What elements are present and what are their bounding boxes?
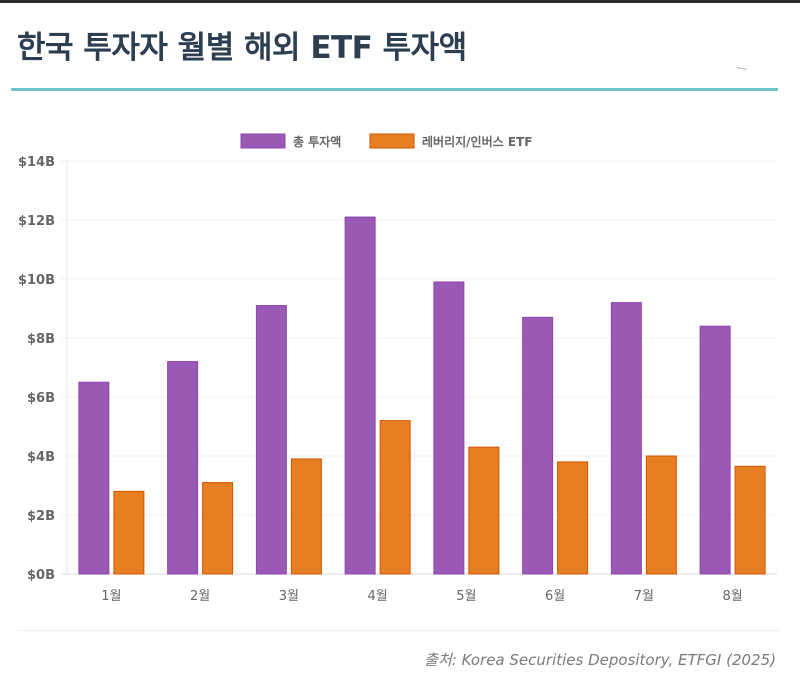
- bar-total-5[interactable]: [433, 281, 465, 575]
- bar-leveraged-inverse-1[interactable]: [113, 490, 145, 575]
- window-top-border: [0, 0, 800, 3]
- bar-total-4[interactable]: [344, 216, 376, 575]
- bar-total-3[interactable]: [255, 305, 287, 575]
- bar-leveraged-inverse-7[interactable]: [645, 455, 677, 575]
- legend-label: 총 투자액: [293, 134, 341, 149]
- title-divider: [11, 88, 778, 91]
- bar-total-7[interactable]: [610, 302, 642, 575]
- bar-leveraged-inverse-3[interactable]: [290, 458, 322, 575]
- y-tick-label: $4B: [27, 450, 55, 465]
- source-note: 출처: Korea Securities Depository, ETFGI (…: [424, 651, 776, 669]
- x-tick-label: 3월: [279, 589, 299, 604]
- legend-swatch: [240, 133, 286, 149]
- x-tick-label: 6월: [545, 589, 565, 604]
- bar-leveraged-inverse-8[interactable]: [734, 465, 766, 575]
- y-tick-label: $14B: [18, 155, 55, 170]
- bar-leveraged-inverse-5[interactable]: [468, 446, 500, 575]
- y-tick-label: $8B: [27, 332, 55, 347]
- y-tick-label: $2B: [27, 509, 55, 524]
- bar-total-1[interactable]: [78, 381, 110, 575]
- x-tick-label: 7월: [634, 589, 654, 604]
- x-tick-label: 8월: [723, 589, 743, 604]
- bar-leveraged-inverse-2[interactable]: [202, 482, 234, 575]
- y-tick-label: $0B: [27, 568, 55, 583]
- x-tick-label: 2월: [190, 589, 210, 604]
- bar-leveraged-inverse-6[interactable]: [557, 461, 589, 575]
- bar-total-6[interactable]: [522, 316, 554, 575]
- page-title: 한국 투자자 월별 해외 ETF 투자액: [17, 30, 467, 66]
- legend[interactable]: 총 투자액 레버리지/인버스 ETF: [240, 133, 532, 149]
- source-divider: [17, 630, 779, 631]
- legend-label: 레버리지/인버스 ETF: [422, 134, 532, 149]
- y-axis-ticks: $0B $2B $4B $6B $8B $10B $12B $14B: [18, 155, 55, 583]
- x-axis-ticks: 1월 2월 3월 4월 5월 6월 7월 8월: [101, 589, 742, 604]
- x-tick-label: 1월: [101, 589, 121, 604]
- bar-total-8[interactable]: [699, 325, 731, 575]
- legend-swatch: [369, 133, 415, 149]
- y-tick-label: $12B: [18, 214, 55, 229]
- bars: [78, 216, 766, 575]
- y-tick-label: $6B: [27, 391, 55, 406]
- x-tick-label: 5월: [456, 589, 476, 604]
- legend-item-leveraged-inverse[interactable]: 레버리지/인버스 ETF: [369, 133, 532, 149]
- bar-total-2[interactable]: [167, 361, 199, 575]
- legend-item-total[interactable]: 총 투자액: [240, 133, 341, 149]
- x-tick-label: 4월: [368, 589, 388, 604]
- bar-leveraged-inverse-4[interactable]: [379, 420, 411, 575]
- y-tick-label: $10B: [18, 273, 55, 288]
